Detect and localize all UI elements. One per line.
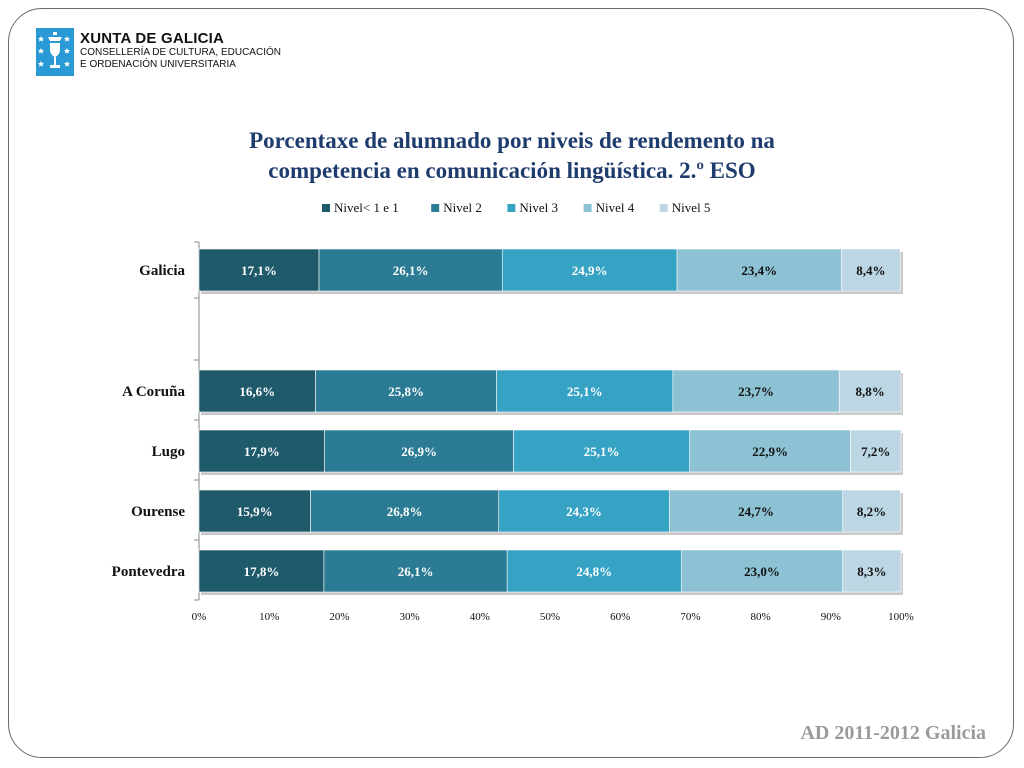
- data-label: 26,1%: [393, 263, 429, 278]
- x-tick-label: 0%: [192, 611, 207, 623]
- data-label: 16,6%: [239, 384, 275, 399]
- bar-segment: [198, 489, 311, 533]
- data-label: 25,1%: [567, 384, 603, 399]
- x-tick-label: 10%: [259, 611, 279, 623]
- data-label: 7,2%: [861, 444, 890, 459]
- bar-segment: [513, 429, 690, 473]
- org-line-2: CONSELLERÍA DE CULTURA, EDUCACIÓN: [80, 47, 281, 58]
- bar-segment: [315, 369, 497, 413]
- category-label: A Coruña: [122, 384, 185, 400]
- legend-label: Nivel< 1 e 1: [334, 200, 399, 215]
- x-tick-label: 80%: [751, 611, 771, 623]
- data-label: 24,7%: [738, 504, 774, 519]
- category-label: Galicia: [139, 263, 185, 279]
- x-tick-label: 70%: [680, 611, 700, 623]
- category-label: Lugo: [152, 444, 185, 460]
- data-label: 24,8%: [576, 564, 612, 579]
- x-tick-label: 50%: [540, 611, 560, 623]
- bar-segment: [198, 248, 320, 292]
- data-label: 23,4%: [741, 263, 777, 278]
- bar-segment: [498, 489, 670, 533]
- bar-segment: [324, 429, 514, 473]
- bar-segment: [506, 549, 682, 593]
- legend-swatch: [431, 204, 440, 212]
- legend-swatch: [322, 204, 330, 212]
- bar-segment: [318, 248, 503, 292]
- xunta-shield-icon: [36, 28, 74, 76]
- data-label: 8,2%: [857, 504, 886, 519]
- bar-segment: [680, 549, 844, 593]
- data-label: 17,1%: [241, 263, 277, 278]
- data-label: 15,9%: [237, 504, 273, 519]
- bar-segment: [672, 369, 840, 413]
- legend-item: Nivel< 1 e 1: [322, 200, 399, 215]
- data-label: 24,9%: [572, 263, 608, 278]
- legend-label: Nivel 4: [596, 200, 635, 215]
- data-label: 25,1%: [584, 444, 620, 459]
- organization-name: XUNTA DE GALICIA CONSELLERÍA DE CULTURA,…: [80, 30, 281, 71]
- data-label: 22,9%: [752, 444, 788, 459]
- legend-item: Nivel 2: [431, 200, 482, 215]
- chart-title-line-2: competencia en comunicación lingüística.…: [268, 158, 756, 183]
- bar-segment: [669, 489, 844, 533]
- legend-label: Nivel 5: [672, 200, 711, 215]
- legend-swatch: [659, 204, 668, 212]
- data-label: 23,0%: [744, 564, 780, 579]
- legend-label: Nivel 2: [443, 200, 482, 215]
- data-label: 17,9%: [244, 444, 280, 459]
- data-label: 25,8%: [388, 384, 424, 399]
- data-label: 8,4%: [856, 263, 885, 278]
- x-tick-label: 100%: [888, 611, 914, 623]
- x-tick-label: 90%: [821, 611, 841, 623]
- bar-segment: [838, 369, 902, 413]
- legend-label: Nivel 3: [519, 200, 558, 215]
- bar-segment: [501, 248, 678, 292]
- legend-item: Nivel 5: [659, 200, 711, 215]
- bar-segment: [323, 549, 508, 593]
- bar-segment: [689, 429, 851, 473]
- org-line-3: E ORDENACIÓN UNIVERSITARIA: [80, 59, 236, 70]
- legend-item: Nivel 3: [507, 200, 558, 215]
- data-label: 26,8%: [387, 504, 423, 519]
- footer-text: AD 2011-2012 Galicia: [800, 722, 986, 744]
- chart-title-line-1: Porcentaxe de alumnado por niveis de ren…: [249, 128, 775, 153]
- x-tick-label: 20%: [329, 611, 349, 623]
- x-tick-label: 60%: [610, 611, 630, 623]
- data-label: 24,3%: [566, 504, 602, 519]
- data-label: 23,7%: [738, 384, 774, 399]
- data-label: 17,8%: [244, 564, 280, 579]
- bar-segment: [310, 489, 500, 533]
- bar-segment: [842, 489, 901, 533]
- bar-segment: [842, 549, 902, 593]
- bar-segment: [850, 429, 902, 473]
- bar-segment: [676, 248, 842, 292]
- x-tick-label: 30%: [400, 611, 420, 623]
- org-line-1: XUNTA DE GALICIA: [80, 30, 225, 47]
- legend-item: Nivel 4: [583, 200, 635, 215]
- bar-segment: [198, 429, 325, 473]
- chart-title: Porcentaxe de alumnado por niveis de ren…: [150, 126, 874, 186]
- data-label: 26,9%: [401, 444, 437, 459]
- category-label: Pontevedra: [112, 564, 186, 580]
- data-label: 8,3%: [857, 564, 886, 579]
- data-label: 8,8%: [855, 384, 884, 399]
- bar-segment: [841, 248, 901, 292]
- legend-swatch: [583, 204, 592, 212]
- legend-swatch: [507, 204, 516, 212]
- x-tick-label: 40%: [470, 611, 490, 623]
- category-label: Ourense: [131, 504, 185, 520]
- data-label: 26,1%: [398, 564, 434, 579]
